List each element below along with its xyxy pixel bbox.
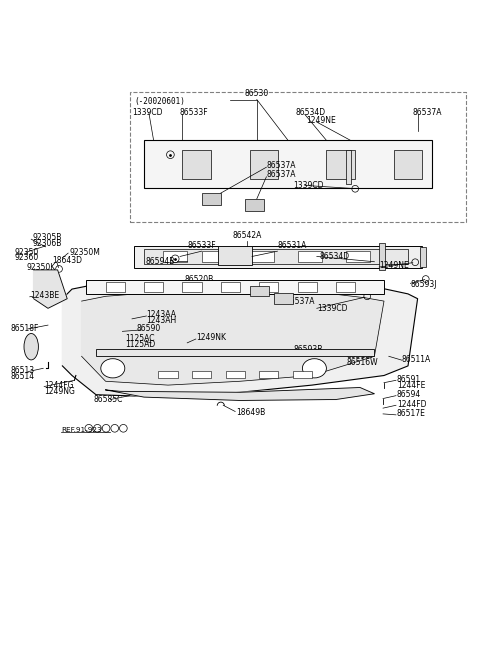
Bar — [336, 282, 355, 292]
Bar — [182, 150, 211, 179]
Bar — [250, 251, 274, 262]
Text: 18643D: 18643D — [52, 256, 82, 265]
Text: 86590: 86590 — [137, 324, 161, 333]
Ellipse shape — [302, 359, 326, 378]
Text: REF.91-923: REF.91-923 — [61, 427, 102, 433]
Polygon shape — [82, 291, 384, 385]
Bar — [326, 150, 355, 179]
Text: 86593B: 86593B — [294, 345, 323, 354]
Text: 1244FD: 1244FD — [397, 400, 426, 409]
Polygon shape — [62, 281, 418, 397]
Text: 86533F: 86533F — [180, 108, 209, 117]
Text: 86511A: 86511A — [402, 354, 431, 364]
Text: 86531A: 86531A — [277, 241, 307, 250]
Bar — [182, 282, 202, 292]
Text: 92350: 92350 — [14, 248, 39, 257]
Bar — [144, 282, 163, 292]
Text: 86534D: 86534D — [295, 108, 325, 117]
Text: 86585C: 86585C — [94, 395, 123, 404]
Bar — [379, 244, 385, 270]
Text: 1249NK: 1249NK — [196, 333, 226, 342]
Text: 18649B: 18649B — [236, 408, 265, 417]
Bar — [346, 150, 351, 183]
Ellipse shape — [24, 333, 38, 360]
Text: 92350K: 92350K — [26, 263, 56, 272]
Text: 86537A: 86537A — [285, 297, 314, 306]
Text: 92305B: 92305B — [33, 233, 62, 242]
Bar — [259, 282, 278, 292]
Text: 86594: 86594 — [397, 390, 421, 399]
Text: 92306B: 92306B — [33, 240, 62, 248]
Text: 86534D: 86534D — [319, 252, 349, 261]
Text: 86515F: 86515F — [347, 351, 375, 360]
Text: 1244FG: 1244FG — [44, 381, 73, 390]
Bar — [163, 251, 187, 262]
Bar — [86, 280, 384, 294]
Text: 86593J: 86593J — [410, 280, 437, 290]
Bar — [394, 150, 422, 179]
Polygon shape — [34, 270, 67, 309]
Bar — [144, 250, 408, 264]
Text: 86518F: 86518F — [11, 324, 39, 333]
Bar — [134, 246, 422, 267]
Bar — [192, 371, 211, 378]
Bar — [346, 251, 370, 262]
Text: 1339CD: 1339CD — [132, 108, 163, 117]
Bar — [298, 282, 317, 292]
Text: 92360: 92360 — [14, 253, 39, 263]
Text: 86514: 86514 — [11, 373, 35, 381]
Text: 1244FE: 1244FE — [397, 381, 425, 390]
Text: 86520B: 86520B — [185, 275, 214, 284]
Text: 1249NE: 1249NE — [379, 261, 409, 270]
Text: 86513: 86513 — [11, 366, 35, 375]
Text: 1243AH: 1243AH — [146, 316, 177, 326]
Text: 1249NE: 1249NE — [306, 116, 336, 124]
Bar — [96, 348, 374, 356]
Bar — [158, 371, 178, 378]
Bar — [250, 150, 278, 179]
Bar — [293, 371, 312, 378]
Text: 1243BE: 1243BE — [30, 291, 59, 300]
Text: 92350M: 92350M — [70, 248, 100, 257]
Text: 1125AC: 1125AC — [125, 334, 154, 343]
Text: 86516W: 86516W — [347, 358, 378, 367]
Text: 1125AD: 1125AD — [125, 341, 155, 349]
Text: 86542A: 86542A — [232, 231, 262, 240]
Bar — [202, 193, 221, 205]
Bar — [221, 282, 240, 292]
Text: 86517E: 86517E — [397, 409, 426, 419]
Bar — [298, 251, 322, 262]
Text: 86537A: 86537A — [413, 108, 442, 117]
Text: 86591: 86591 — [397, 375, 421, 384]
Bar — [106, 282, 125, 292]
Bar — [420, 248, 426, 267]
Text: 86537A: 86537A — [266, 160, 296, 170]
Bar — [274, 293, 293, 303]
Bar — [245, 199, 264, 212]
Bar — [144, 140, 432, 188]
Ellipse shape — [101, 359, 125, 378]
Text: 1243AA: 1243AA — [146, 310, 177, 319]
Text: 86530: 86530 — [245, 89, 269, 98]
Bar — [259, 371, 278, 378]
Text: 1339CD: 1339CD — [317, 304, 348, 313]
Text: 1339CD: 1339CD — [293, 181, 324, 190]
Bar — [202, 251, 226, 262]
Bar — [250, 286, 269, 296]
Text: 1249NG: 1249NG — [44, 387, 75, 396]
Bar — [226, 371, 245, 378]
Text: 86594B: 86594B — [146, 257, 175, 266]
Text: (-20020601): (-20020601) — [134, 97, 185, 106]
Text: 86537A: 86537A — [285, 288, 314, 297]
Text: 86533F: 86533F — [187, 241, 216, 250]
Bar — [218, 246, 252, 265]
Text: 86537A: 86537A — [266, 170, 296, 179]
Polygon shape — [106, 388, 374, 400]
